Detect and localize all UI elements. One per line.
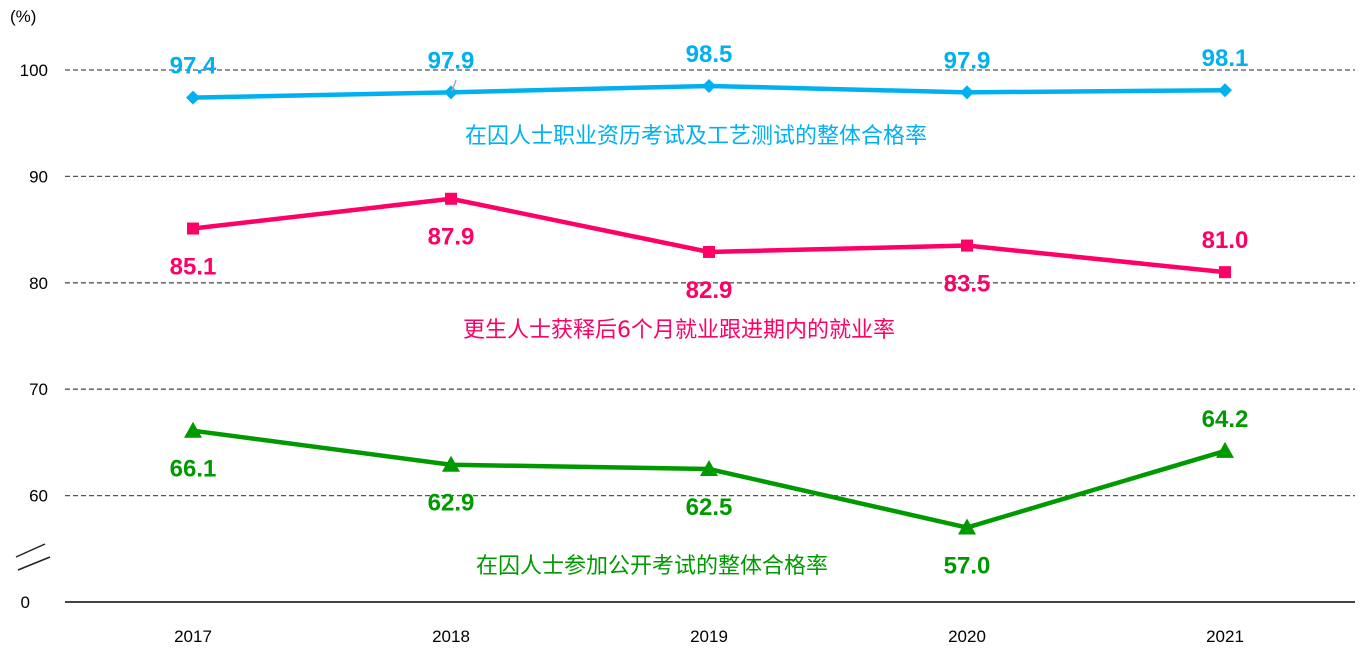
series-3: 66.1 62.9 62.5 57.0 64.2 在囚人士参加公开考试的整体合格率: [170, 406, 1249, 580]
data-point-marker: [703, 245, 715, 258]
y-tick-label: 100: [20, 61, 48, 80]
y-tick-label: 70: [29, 380, 48, 399]
y-tick-label: 80: [29, 274, 48, 293]
data-point-marker: [184, 421, 202, 438]
label-leader-line: [451, 79, 457, 92]
data-point-marker: [958, 518, 976, 535]
y-tick-label: 90: [29, 167, 48, 186]
data-point-marker: [445, 192, 457, 205]
series-line: [192, 196, 1226, 275]
data-point-marker: [702, 78, 716, 93]
series-2: 85.1 87.9 82.9 83.5 81.0 更生人士获释后6个月就业跟进期内的就业率: [170, 192, 1249, 343]
y-tick-label: 60: [29, 487, 48, 506]
data-point-marker: [186, 90, 200, 105]
data-label: 97.9: [428, 47, 475, 74]
y-unit-label: (%): [10, 7, 36, 26]
data-label: 87.9: [428, 224, 475, 251]
x-tick-label: 2020: [948, 627, 986, 646]
data-label: 81.0: [1202, 227, 1249, 254]
series-name-label: 更生人士获释后6个月就业跟进期内的就业率: [463, 318, 895, 343]
data-label: 82.9: [686, 277, 733, 304]
data-point-marker: [1218, 83, 1232, 98]
data-point-marker: [187, 222, 199, 235]
data-label: 66.1: [170, 456, 217, 483]
data-point-marker: [442, 455, 460, 472]
y-tick-label: 0: [21, 593, 30, 612]
data-label: 83.5: [944, 271, 991, 298]
data-label: 98.5: [686, 41, 733, 68]
x-tick-label: 2021: [1206, 627, 1244, 646]
data-label: 64.2: [1202, 406, 1249, 433]
series-name-label: 在囚人士职业资历考试及工艺测试的整体合格率: [465, 124, 927, 149]
data-point-marker: [961, 239, 973, 252]
data-point-marker: [1216, 441, 1234, 458]
x-tick-label: 2018: [432, 627, 470, 646]
data-label: 97.9: [944, 47, 991, 74]
data-label: 85.1: [170, 254, 217, 281]
data-label: 62.9: [428, 490, 475, 517]
data-point-marker: [444, 85, 458, 100]
axis-break-icon: [15, 543, 51, 571]
data-label: 97.4: [170, 53, 217, 80]
data-point-marker: [700, 460, 718, 476]
data-label: 98.1: [1202, 45, 1249, 72]
series-name-label: 在囚人士参加公开考试的整体合格率: [476, 554, 828, 579]
x-tick-label: 2017: [174, 627, 212, 646]
data-point-marker: [1219, 266, 1231, 279]
x-tick-label: 2019: [690, 627, 728, 646]
data-label: 62.5: [686, 494, 733, 521]
data-point-marker: [960, 85, 974, 100]
data-label: 57.0: [944, 553, 991, 580]
series-1: 97.4 97.9 98.5 97.9 98.1 在囚人士职业资历考试及工艺测试的整体合格…: [170, 41, 1249, 149]
